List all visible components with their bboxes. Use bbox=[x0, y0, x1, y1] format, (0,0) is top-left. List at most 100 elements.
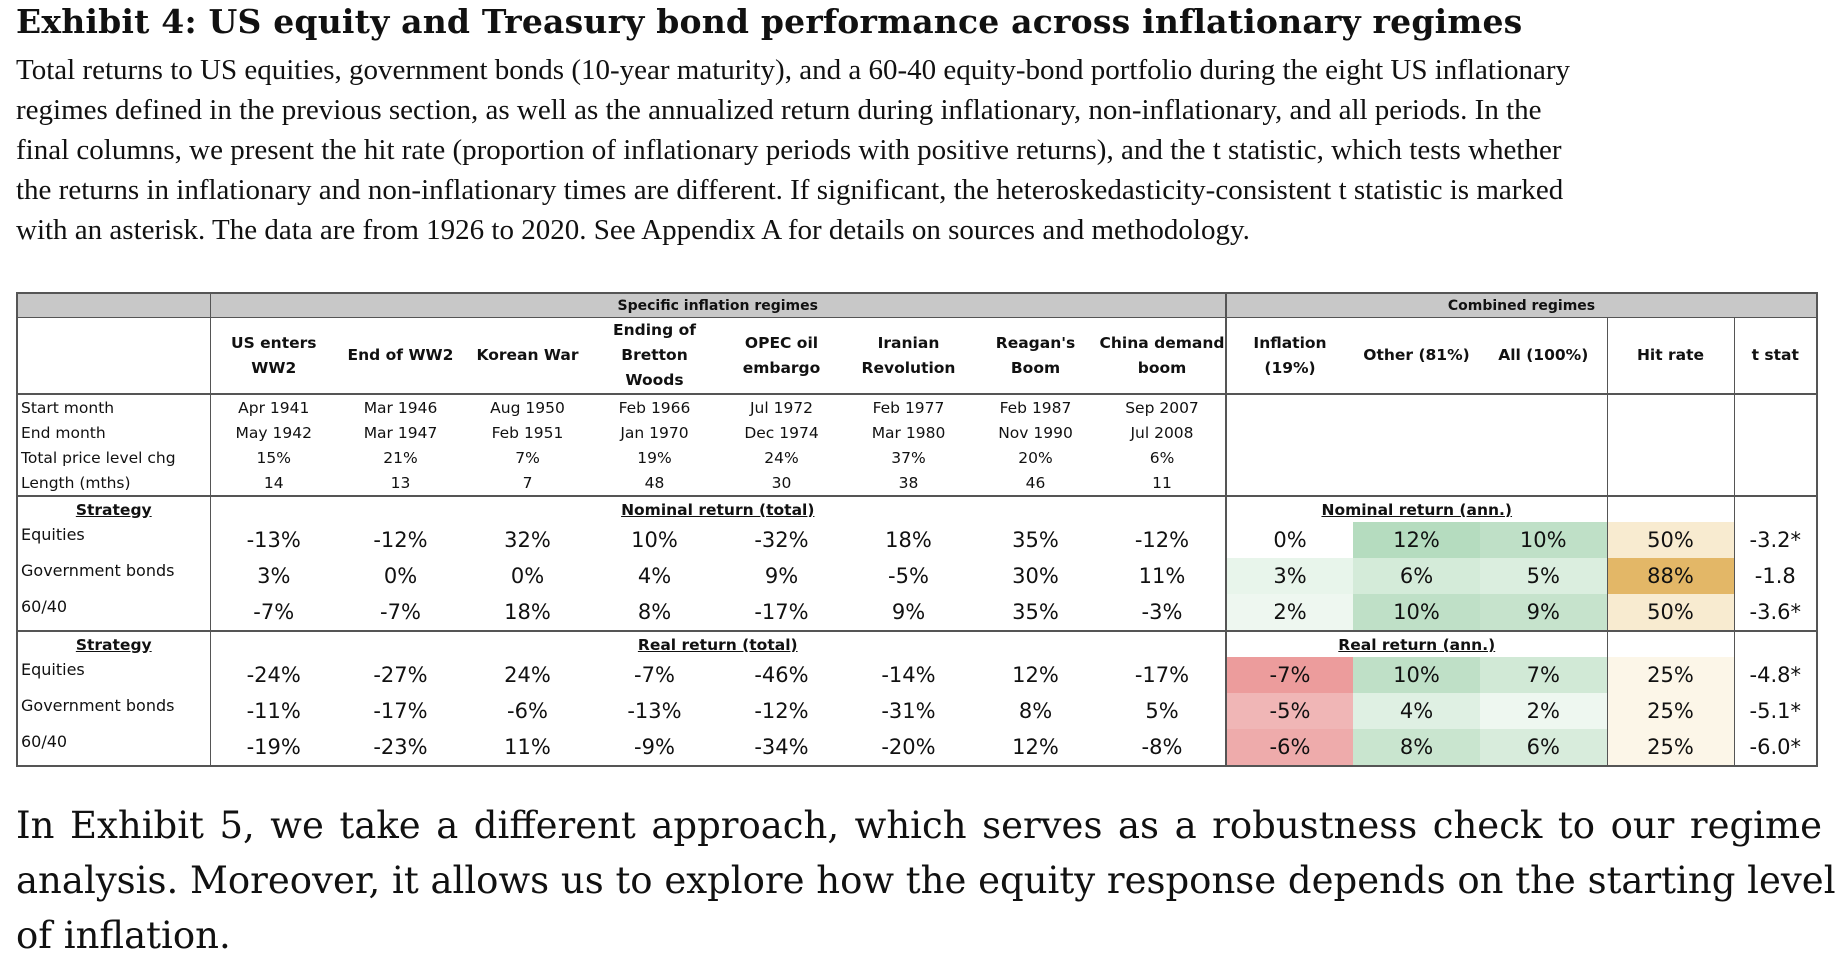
meta-cell: Mar 1946 bbox=[363, 398, 438, 417]
column-header-hit-rate: Hit rate bbox=[1606, 317, 1734, 395]
t-stat-cell: -1.8 bbox=[1733, 558, 1818, 594]
regime-return-cell: 32% bbox=[504, 528, 551, 552]
section-blank bbox=[1606, 495, 1734, 522]
meta-cell: Aug 1950 bbox=[490, 398, 565, 417]
meta-cell: Feb 1951 bbox=[491, 423, 564, 442]
column-header-blank bbox=[16, 317, 210, 395]
regime-return-cell: 0% bbox=[510, 564, 545, 588]
meta-cell: May 1942 bbox=[209, 420, 337, 445]
group-header-combined: Combined regimes bbox=[1225, 292, 1818, 318]
meta-cell: 13 bbox=[390, 473, 411, 492]
group-header-specific: Specific inflation regimes bbox=[209, 292, 1226, 318]
group-header-row: Specific inflation regimes Combined regim… bbox=[16, 292, 1818, 318]
caption-line: Total returns to US equities, government… bbox=[16, 54, 1570, 86]
regime-return-cell: 4% bbox=[637, 564, 672, 588]
meta-cell: Sep 2007 bbox=[1125, 398, 1199, 417]
regime-return-cell: -7% bbox=[634, 663, 675, 687]
strategy-label: Strategy bbox=[16, 495, 210, 522]
strategy-name: 60/40 bbox=[16, 729, 210, 767]
section-blank bbox=[1733, 495, 1818, 522]
combined-return-cell: 3% bbox=[1225, 558, 1353, 594]
meta-empty-cell bbox=[1606, 470, 1734, 496]
strategy-label: Strategy bbox=[16, 630, 210, 657]
combined-return-cell: -7% bbox=[1225, 657, 1353, 693]
data-row: Government bonds -11% -17% -6% -13% -12% -31% 8… bbox=[16, 693, 1818, 729]
regime-return-cell: -9% bbox=[591, 729, 718, 767]
combined-return-cell: 9% bbox=[1480, 594, 1607, 632]
strategy-name: Government bonds bbox=[16, 693, 210, 729]
regime-return-cell: -12% bbox=[1134, 528, 1190, 552]
meta-empty-cell bbox=[1353, 394, 1480, 420]
combined-return-cell: 6% bbox=[1480, 729, 1607, 767]
regime-return-cell: -27% bbox=[373, 663, 428, 687]
meta-cell: 46 bbox=[1025, 473, 1046, 492]
meta-empty-cell bbox=[1480, 394, 1607, 420]
meta-cell: 21% bbox=[383, 448, 418, 467]
regime-return-cell: 5% bbox=[1145, 699, 1179, 723]
combined-return-cell: 10% bbox=[1353, 594, 1480, 632]
combined-return-cell: 10% bbox=[1480, 522, 1607, 558]
caption-line: with an asterisk. The data are from 1926… bbox=[16, 214, 1250, 246]
meta-cell: Dec 1974 bbox=[744, 423, 819, 442]
meta-cell: Mar 1980 bbox=[871, 423, 946, 442]
section-title-combined: Real return (ann.) bbox=[1225, 630, 1607, 657]
meta-cell: 15% bbox=[209, 445, 337, 470]
regime-return-cell: -34% bbox=[718, 729, 845, 767]
regime-return-cell: -8% bbox=[1099, 729, 1226, 767]
regime-return-cell: -5% bbox=[888, 564, 929, 588]
regime-return-cell: 11% bbox=[464, 729, 591, 767]
regime-return-cell: -12% bbox=[754, 699, 809, 723]
meta-row: Length (mths) 14 13 7 48 30 38 46 11 bbox=[16, 470, 1818, 496]
meta-empty-cell bbox=[1225, 445, 1353, 470]
regime-return-cell: 18% bbox=[464, 594, 591, 632]
regime-return-cell: 35% bbox=[1012, 528, 1059, 552]
column-header-t-stat: t stat bbox=[1733, 317, 1818, 395]
meta-empty-cell bbox=[1480, 470, 1607, 496]
column-header-regime: OPEC oil embargo bbox=[718, 317, 845, 395]
regime-return-cell: 9% bbox=[764, 564, 799, 588]
regime-return-cell: -19% bbox=[209, 729, 337, 767]
regime-return-cell: -6% bbox=[507, 699, 548, 723]
regime-return-cell: 35% bbox=[972, 594, 1099, 632]
caption-line: the returns in inflationary and non-infl… bbox=[16, 174, 1564, 206]
regime-return-cell: 10% bbox=[631, 528, 678, 552]
meta-empty-cell bbox=[1733, 420, 1818, 445]
section-title-specific: Real return (total) bbox=[209, 630, 1226, 657]
combined-return-cell: 12% bbox=[1353, 522, 1480, 558]
meta-row: Total price level chg 15% 21% 7% 19% 24% 37% 20… bbox=[16, 445, 1818, 470]
body-line: In Exhibit 5, we take a different approa… bbox=[16, 804, 1822, 847]
meta-empty-cell bbox=[1606, 445, 1734, 470]
meta-row-label: Length (mths) bbox=[16, 470, 210, 496]
meta-cell: Jul 1972 bbox=[749, 398, 814, 417]
meta-cell: 37% bbox=[891, 448, 926, 467]
data-row: Government bonds 3% 0% 0% 4% 9% -5% 30% 11% 3% 6% 5… bbox=[16, 558, 1818, 594]
regime-return-cell: 8% bbox=[1018, 699, 1053, 723]
exhibit-caption: Total returns to US equities, government… bbox=[16, 50, 1816, 250]
regime-return-cell: -23% bbox=[337, 729, 464, 767]
meta-row-label: Start month bbox=[16, 394, 210, 420]
regime-return-cell: 12% bbox=[972, 729, 1099, 767]
strategy-name: 60/40 bbox=[16, 594, 210, 632]
t-stat-cell: -6.0* bbox=[1733, 729, 1818, 767]
meta-row: Start month Apr 1941 Mar 1946 Aug 1950 Feb 1… bbox=[16, 394, 1818, 420]
column-header-regime: US enters WW2 bbox=[209, 317, 337, 395]
regime-return-cell: -3% bbox=[1099, 594, 1226, 632]
regime-return-cell: -11% bbox=[209, 693, 337, 729]
regime-return-cell: -17% bbox=[718, 594, 845, 632]
meta-empty-cell bbox=[1353, 420, 1480, 445]
meta-row-label: End month bbox=[16, 420, 210, 445]
section-title-combined: Nominal return (ann.) bbox=[1225, 495, 1607, 522]
combined-return-cell: 2% bbox=[1225, 594, 1353, 632]
meta-empty-cell bbox=[1606, 420, 1734, 445]
regime-return-cell: -13% bbox=[627, 699, 682, 723]
meta-cell: 6% bbox=[1149, 448, 1175, 467]
meta-cell: 20% bbox=[1018, 448, 1053, 467]
column-header-regime: End of WW2 bbox=[337, 317, 464, 395]
regime-return-cell: 12% bbox=[1012, 663, 1059, 687]
data-row: Equities -13% -12% 32% 10% -32% 18% 35% -12% 0% 12… bbox=[16, 522, 1818, 558]
meta-cell: Apr 1941 bbox=[209, 394, 337, 420]
regime-return-cell: 18% bbox=[885, 528, 932, 552]
regime-return-cell: -32% bbox=[754, 528, 809, 552]
performance-table: Specific inflation regimes Combined regim… bbox=[16, 292, 1818, 767]
regime-return-cell: 30% bbox=[1012, 564, 1059, 588]
